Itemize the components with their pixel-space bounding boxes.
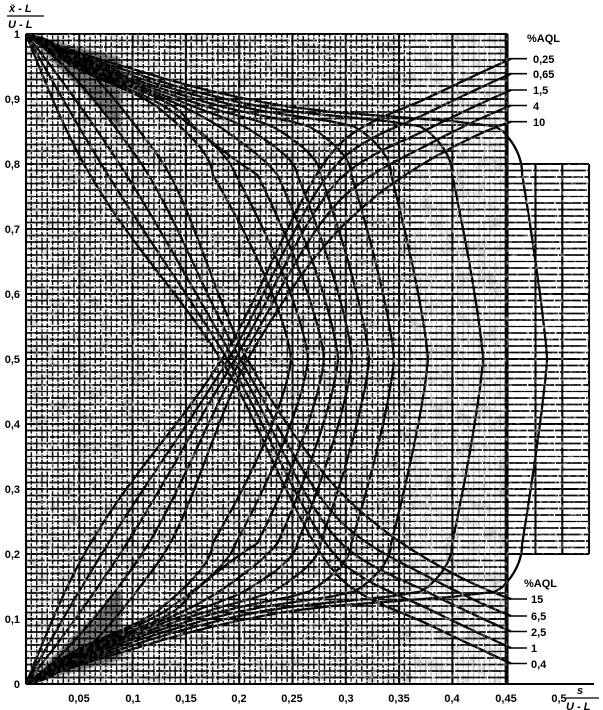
svg-text:0,6: 0,6 xyxy=(5,289,20,301)
svg-text:1: 1 xyxy=(531,643,537,655)
svg-text:0,1: 0,1 xyxy=(5,614,20,626)
svg-text:0,65: 0,65 xyxy=(533,69,554,81)
svg-text:0,45: 0,45 xyxy=(495,693,516,705)
svg-text:0,3: 0,3 xyxy=(338,693,353,705)
svg-text:0,05: 0,05 xyxy=(68,693,89,705)
svg-text:0,7: 0,7 xyxy=(5,224,20,236)
svg-text:15: 15 xyxy=(531,594,543,606)
svg-text:0,25: 0,25 xyxy=(533,54,554,66)
svg-text:1,5: 1,5 xyxy=(533,85,548,97)
svg-text:0,4: 0,4 xyxy=(5,419,21,431)
svg-text:0,4: 0,4 xyxy=(531,659,547,671)
svg-text:0: 0 xyxy=(14,679,20,691)
svg-text:0,25: 0,25 xyxy=(281,693,302,705)
svg-text:10: 10 xyxy=(533,117,545,129)
svg-text:0,8: 0,8 xyxy=(5,159,20,171)
svg-text:%AQL: %AQL xyxy=(524,578,557,590)
svg-text:s: s xyxy=(577,685,583,697)
svg-text:U - L: U - L xyxy=(566,701,591,710)
svg-text:4: 4 xyxy=(533,101,540,113)
svg-text:0,4: 0,4 xyxy=(444,693,460,705)
svg-text:6,5: 6,5 xyxy=(531,611,546,623)
svg-text:0,15: 0,15 xyxy=(175,693,196,705)
svg-text:0,2: 0,2 xyxy=(5,549,20,561)
svg-text:U - L: U - L xyxy=(8,19,33,31)
svg-text:x̄ - L: x̄ - L xyxy=(8,3,32,15)
svg-text:0,9: 0,9 xyxy=(5,94,20,106)
svg-text:0,5: 0,5 xyxy=(5,354,20,366)
svg-text:0,1: 0,1 xyxy=(125,693,140,705)
svg-text:2,5: 2,5 xyxy=(531,627,546,639)
svg-text:1: 1 xyxy=(14,29,20,41)
svg-text:0,2: 0,2 xyxy=(231,693,246,705)
svg-text:0,35: 0,35 xyxy=(388,693,409,705)
svg-text:%AQL: %AQL xyxy=(527,33,560,45)
svg-text:0,3: 0,3 xyxy=(5,484,20,496)
svg-text:0,5: 0,5 xyxy=(551,693,566,705)
